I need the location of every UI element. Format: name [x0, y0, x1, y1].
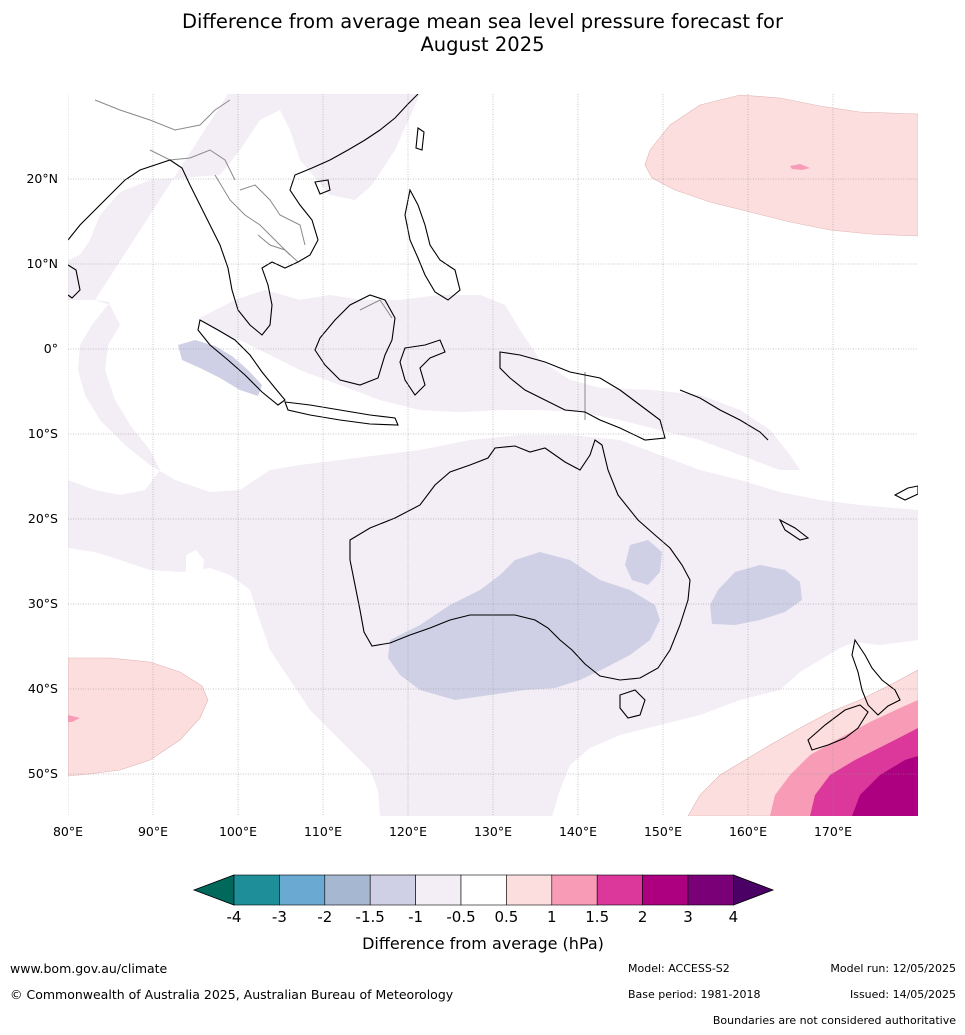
lon-label-170e: 170°E — [814, 824, 852, 839]
colorbar-tick-label: -1 — [408, 908, 423, 926]
model-text: Model: ACCESS-S2 — [628, 962, 730, 975]
sri-lanka-coastline — [68, 264, 81, 299]
colorbar-swatch-m15-m1 — [369, 874, 416, 906]
sulawesi-coastline — [399, 339, 446, 396]
longitude-labels: 80°E 90°E 100°E 110°E 120°E 130°E 140°E … — [53, 824, 852, 839]
lon-label-140e: 140°E — [559, 824, 597, 839]
colorbar-swatch-p05-p1 — [506, 874, 553, 906]
asia-mainland-coastline — [68, 94, 419, 336]
copyright-text: © Commonwealth of Australia 2025, Austra… — [10, 987, 454, 1002]
anomaly-region-p1-p15-north-pacific-spot — [790, 164, 810, 170]
colorbar-tick-label: 1 — [547, 908, 557, 926]
colorbar-tick-label: -3 — [272, 908, 287, 926]
base-period-text: Base period: 1981-2018 — [628, 988, 761, 1001]
australia-coastline — [349, 439, 691, 681]
lat-label-40s: 40°S — [28, 681, 58, 696]
map-title-line2: August 2025 — [420, 33, 545, 56]
colorbar-swatch-m2-m15 — [324, 874, 371, 906]
lon-label-160e: 160°E — [729, 824, 767, 839]
colorbar-swatch-m1-m05 — [415, 874, 462, 906]
disclaimer-text: Boundaries are not considered authoritat… — [712, 1014, 956, 1027]
colorbar-swatch-m3-m2 — [279, 874, 326, 906]
lon-label-90e: 90°E — [138, 824, 168, 839]
anomaly-region-m15-m1-queensland — [625, 540, 662, 585]
new-caledonia-coastline — [778, 518, 810, 541]
colorbar-tick-labels: -4 -3 -2 -1.5 -1 -0.5 0.5 1 1.5 2 3 4 — [227, 908, 739, 926]
new-zealand-south-coastline — [807, 704, 869, 751]
philippines-coastline — [404, 188, 461, 301]
anomaly-region-m1-m05-inner — [200, 290, 800, 470]
country-borders — [94, 99, 586, 420]
anomaly-region-p05-p1-southwest — [68, 657, 209, 777]
issued-text: Issued: 14/05/2025 — [849, 988, 956, 1001]
lon-label-80e: 80°E — [53, 824, 83, 839]
java-coastline — [284, 401, 399, 426]
anomaly-region-p05-p1-north-pacific — [644, 94, 918, 237]
colorbar-tick-label: 4 — [729, 908, 739, 926]
coastlines — [68, 94, 918, 751]
lat-label-10s: 10°S — [28, 426, 58, 441]
map-title-line1: Difference from average mean sea level p… — [182, 10, 783, 33]
lat-label-30s: 30°S — [28, 596, 58, 611]
colorbar-title: Difference from average (hPa) — [362, 934, 604, 953]
colorbar: -4 -3 -2 -1.5 -1 -0.5 0.5 1 1.5 2 3 4 Di… — [192, 874, 775, 953]
map-area — [68, 94, 918, 816]
lat-label-20s: 20°S — [28, 511, 58, 526]
colorbar-swatch-p15-p2 — [596, 874, 643, 906]
anomaly-region-p1-p15-southwest-spot — [68, 715, 80, 722]
lon-label-150e: 150°E — [644, 824, 682, 839]
lat-label-0: 0° — [44, 341, 58, 356]
colorbar-tick-label: -2 — [317, 908, 332, 926]
lon-label-130e: 130°E — [474, 824, 512, 839]
hainan-coastline — [314, 179, 331, 195]
colorbar-swatch-p1-p15 — [551, 874, 598, 906]
lon-label-120e: 120°E — [389, 824, 427, 839]
colorbar-tick-label: -0.5 — [446, 908, 475, 926]
solomon-islands-coastline — [679, 389, 769, 441]
colorbar-arrow-above-max — [733, 874, 775, 906]
colorbar-swatch-p3-p4 — [687, 874, 734, 906]
colorbar-tick-label: 3 — [683, 908, 693, 926]
new-guinea-coastline — [499, 351, 666, 441]
taiwan-coastline — [415, 127, 425, 151]
latitude-labels: 20°N 10°N 0° 10°S 20°S 30°S 40°S 50°S — [26, 171, 58, 781]
website-link[interactable]: www.bom.gov.au/climate — [10, 961, 168, 976]
colorbar-arrow-below-min — [192, 874, 235, 906]
colorbar-tick-label: 1.5 — [585, 908, 609, 926]
model-run-text: Model run: 12/05/2025 — [830, 962, 956, 975]
lat-label-50s: 50°S — [28, 766, 58, 781]
fiji-coastline — [893, 485, 918, 501]
colorbar-swatch-m05-05 — [460, 874, 507, 906]
lon-label-110e: 110°E — [304, 824, 342, 839]
lat-label-20n: 20°N — [26, 171, 58, 186]
anomaly-region-neutral-patch — [186, 550, 204, 580]
anomaly-region-m15-m1-sumatra — [178, 340, 262, 396]
lon-label-100e: 100°E — [219, 824, 257, 839]
colorbar-tick-label: 2 — [638, 908, 648, 926]
colorbar-tick-label: -1.5 — [356, 908, 385, 926]
colorbar-tick-label: 0.5 — [494, 908, 518, 926]
anomaly-region-m15-m1-tasman — [710, 565, 802, 625]
anomaly-region-m15-m1-australia — [388, 552, 660, 700]
lat-label-10n: 10°N — [26, 256, 58, 271]
new-zealand-north-coastline — [851, 638, 901, 716]
graticule — [68, 94, 918, 816]
borneo-coastline — [314, 294, 396, 386]
anomaly-region-p2-p3-southeast — [852, 756, 918, 816]
sumatra-coastline — [197, 319, 286, 406]
map-title: Difference from average mean sea level p… — [0, 10, 965, 56]
colorbar-swatch-m4-m3 — [233, 874, 280, 906]
colorbar-tick-label: -4 — [227, 908, 242, 926]
colorbar-swatch-p2-p3 — [642, 874, 689, 906]
tasmania-coastline — [619, 689, 646, 719]
